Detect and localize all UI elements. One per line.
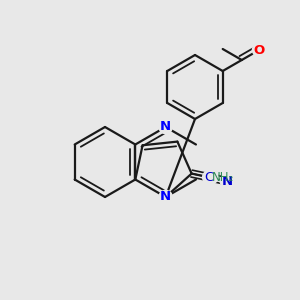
Circle shape [159,120,172,134]
Circle shape [220,174,233,188]
Text: N: N [160,190,171,203]
Text: C: C [205,171,214,184]
Text: N: N [160,121,171,134]
Text: O: O [254,44,265,56]
Circle shape [252,44,266,57]
Text: N: N [221,175,233,188]
Circle shape [159,190,172,204]
Text: NH₂: NH₂ [212,171,235,184]
Circle shape [206,171,218,183]
Circle shape [202,171,216,184]
